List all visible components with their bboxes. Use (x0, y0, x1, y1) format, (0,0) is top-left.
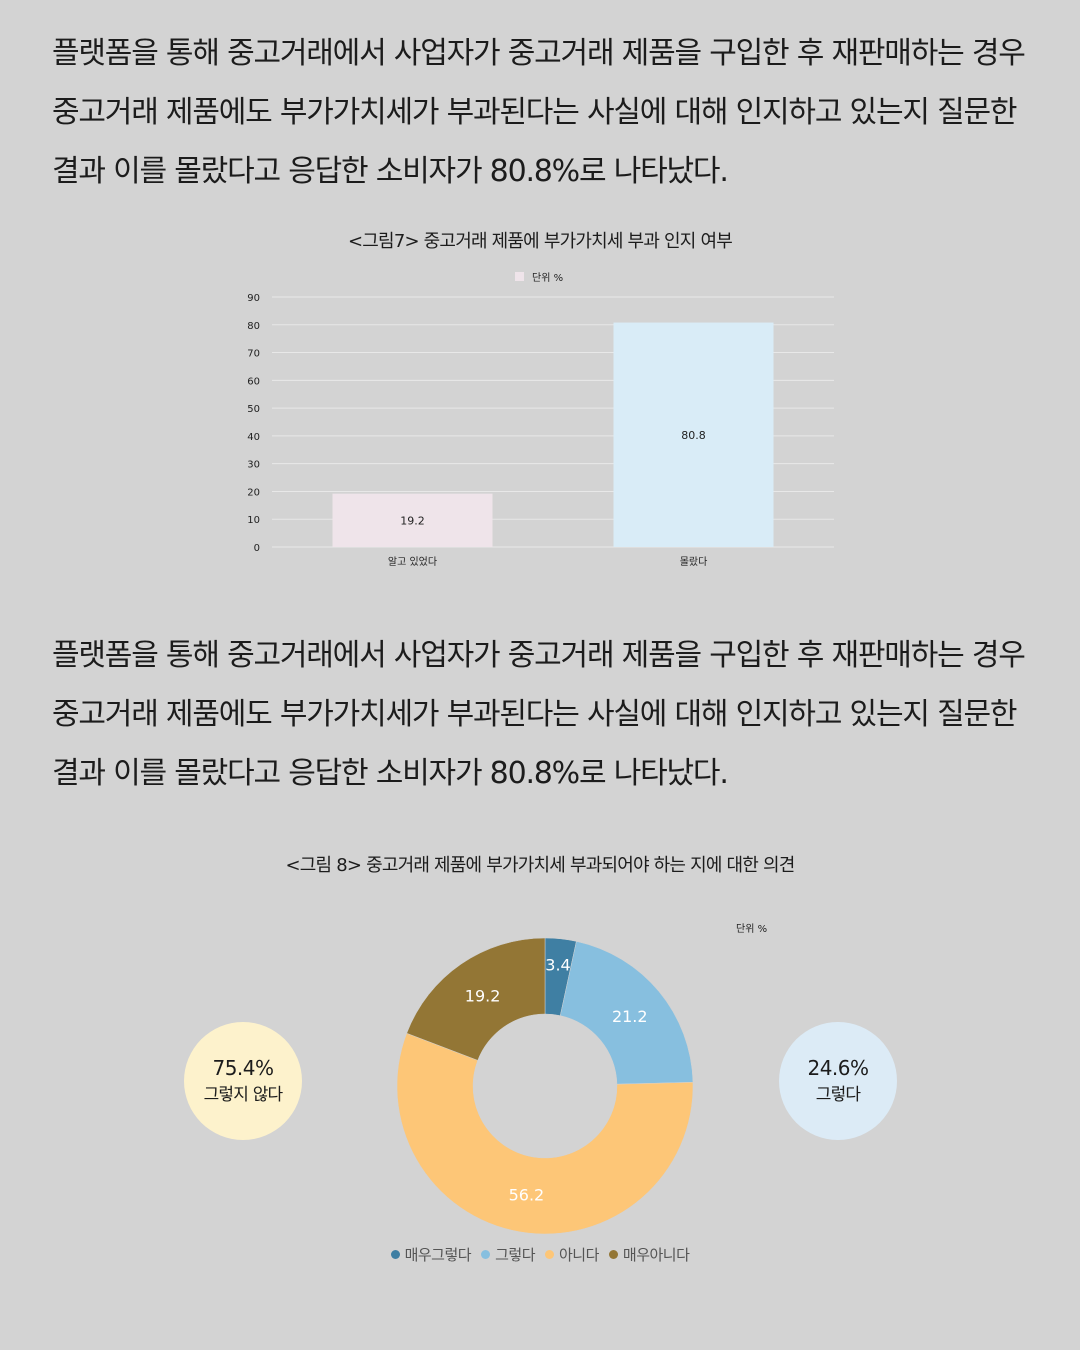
legend-item: 매우그렇다 (390, 1244, 472, 1265)
y-tick-label: 10 (247, 515, 260, 526)
donut-legend: 매우그렇다 그렇다 아니다 매우아니다 (0, 1244, 1080, 1265)
legend-swatch (515, 272, 524, 281)
x-tick-label: 알고 있었다 (388, 556, 437, 568)
x-tick-label: 몰랐다 (680, 555, 708, 568)
legend-item: 그렇다 (481, 1244, 535, 1265)
y-tick-label: 0 (254, 543, 260, 554)
intro-paragraph-1: 플랫폼을 통해 중고거래에서 사업자가 중고거래 제품을 구입한 후 재판매하는… (52, 24, 1042, 201)
data-label: 80.8 (681, 429, 706, 442)
y-tick-label: 60 (247, 376, 260, 387)
paragraph-line: 플랫폼을 통해 중고거래에서 사업자가 중고거래 제품을 구입한 후 재판매하는… (52, 36, 1026, 71)
donut-chart: 3.4 21.2 56.2 19.2 (396, 937, 694, 1235)
legend-label: 단위 % (532, 271, 563, 284)
bar-chart: 단위 % 0 10 20 30 40 50 60 70 80 90 19.2 알고 있었다 80.8 몰랐다 (247, 271, 834, 568)
donut-slice (406, 937, 546, 1061)
summary-label: 그렇다 (815, 1085, 861, 1105)
bar-chart-title: <그림7> 중고거래 제품에 부가가치세 부과 인지 여부 (348, 231, 733, 252)
y-tick-label: 30 (247, 460, 260, 471)
legend-dot (545, 1250, 554, 1259)
paragraph-line: 플랫폼을 통해 중고거래에서 사업자가 중고거래 제품을 구입한 후 재판매하는… (52, 638, 1026, 673)
bar (613, 322, 774, 547)
data-label: 19.2 (400, 514, 425, 527)
donut-unit-label: 단위 % (736, 924, 768, 935)
summary-percent: 75.4% (212, 1056, 274, 1080)
y-tick-label: 50 (247, 404, 260, 415)
legend-dot (390, 1250, 400, 1259)
donut-slice (559, 941, 694, 1085)
y-tick-label: 70 (247, 349, 260, 360)
summary-bubble-agree: 24.6% 그렇다 (779, 1022, 897, 1140)
paragraph-line: 중고거래 제품에도 부가가치세가 부과된다는 사실에 대해 인지하고 있는지 질… (52, 95, 1017, 130)
y-tick-label: 80 (247, 321, 260, 332)
paragraph-line: 중고거래 제품에도 부가가치세가 부과된다는 사실에 대해 인지하고 있는지 질… (52, 697, 1017, 732)
slice-label: 56.2 (509, 1185, 545, 1204)
legend-item: 아니다 (545, 1244, 599, 1265)
legend-item: 매우아니다 (608, 1244, 690, 1265)
bar (332, 493, 493, 547)
donut-chart-title: <그림 8> 중고거래 제품에 부가가치세 부과되어야 하는 지에 대한 의견 (285, 855, 795, 876)
summary-bubble-disagree: 75.4% 그렇지 않다 (184, 1022, 302, 1140)
y-tick-label: 90 (247, 293, 260, 304)
summary-label: 그렇지 않다 (203, 1085, 284, 1105)
y-tick-label: 20 (247, 487, 260, 498)
paragraph-line: 결과 이를 몰랐다고 응답한 소비자가 80.8%로 나타났다. (52, 154, 729, 189)
legend-label: 매우그렇다 (404, 1246, 472, 1264)
slice-label: 21.2 (612, 1007, 648, 1026)
legend-label: 아니다 (559, 1246, 599, 1264)
slice-label: 3.4 (545, 956, 570, 975)
slice-label: 19.2 (465, 986, 501, 1005)
legend-dot (481, 1250, 491, 1259)
donut-slice (396, 1032, 694, 1235)
summary-percent: 24.6% (807, 1056, 869, 1080)
legend-label: 매우아니다 (622, 1246, 690, 1264)
legend-label: 그렇다 (495, 1246, 535, 1264)
legend-dot (608, 1250, 618, 1259)
paragraph-line: 결과 이를 몰랐다고 응답한 소비자가 80.8%로 나타났다. (52, 756, 729, 791)
y-tick-label: 40 (247, 432, 260, 443)
intro-paragraph-2: 플랫폼을 통해 중고거래에서 사업자가 중고거래 제품을 구입한 후 재판매하는… (52, 626, 1042, 803)
